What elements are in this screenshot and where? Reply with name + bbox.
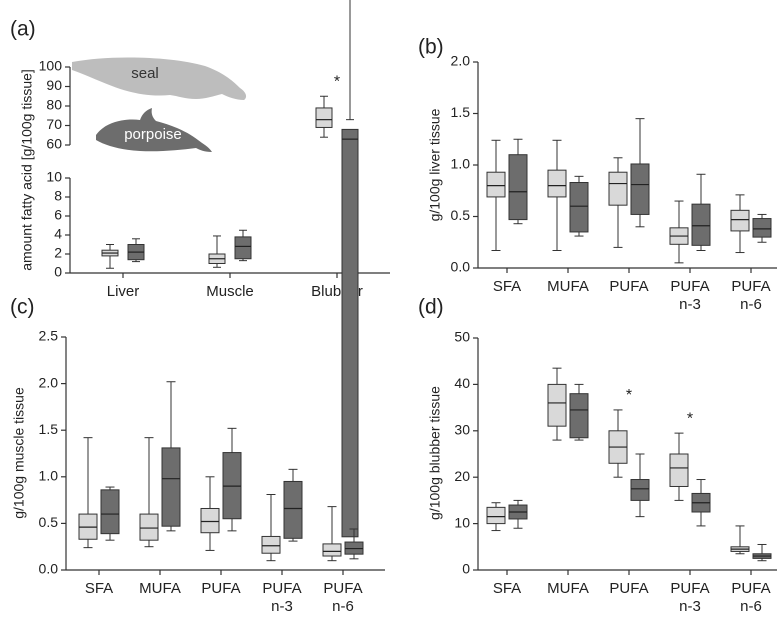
box [608, 171, 628, 206]
box [752, 218, 772, 238]
x-tick-label: SFA [493, 278, 521, 295]
panel-label: (a) [10, 18, 36, 41]
y-tick-label: 6 [54, 207, 62, 223]
y-tick-label: 8 [54, 188, 62, 204]
box [730, 209, 750, 232]
panel-label: (b) [418, 36, 444, 59]
y-tick-label: 20 [454, 468, 470, 484]
box [234, 236, 252, 260]
seal-silhouette [72, 57, 247, 100]
box [669, 453, 689, 487]
y-axis-label: g/100g liver tissue [427, 108, 443, 221]
y-tick-label: 2 [54, 245, 62, 261]
y-tick-label: 2.0 [39, 374, 59, 390]
panel: (b) g/100g liver tissue 0.0 0.5 1.0 1.5 2.0 SFA… [418, 36, 777, 313]
box [547, 383, 567, 427]
y-tick-label: 80 [46, 97, 62, 113]
y-tick-label: 10 [46, 169, 62, 185]
box [486, 171, 506, 198]
y-tick-label: 70 [46, 116, 62, 132]
box [547, 169, 567, 198]
y-tick-label: 0.5 [39, 514, 59, 530]
panel: (d) g/100g blubber tissue 0 10 20 30 40 50 SFA MU… [418, 296, 777, 615]
x-tick-label: PUFA [262, 580, 301, 597]
y-tick-label: 2.0 [451, 53, 471, 69]
x-tick-label: PUFA [670, 580, 709, 597]
box [100, 489, 120, 535]
y-tick-label: 0 [54, 264, 62, 280]
x-tick-label: PUFA [201, 580, 240, 597]
panel-label: (d) [418, 296, 444, 319]
y-tick-label: 1.0 [39, 468, 59, 484]
box [341, 128, 359, 538]
x-tick-label: MUFA [547, 580, 589, 597]
x-tick-label: Liver [107, 283, 140, 300]
panel: (a) amount fatty acid [g/100g tissue] 0 2 4 6… [10, 0, 390, 538]
x-tick-label: n-6 [740, 598, 762, 615]
x-tick-label: PUFA [670, 278, 709, 295]
x-tick-label: SFA [493, 580, 521, 597]
box [569, 393, 589, 439]
annotation: * [687, 410, 693, 427]
silhouettes: seal porpoise [72, 57, 247, 152]
y-tick-label: 30 [454, 422, 470, 438]
x-tick-label: n-3 [679, 296, 701, 313]
y-tick-label: 0.0 [451, 259, 471, 275]
box [322, 543, 342, 557]
y-tick-label: 4 [54, 226, 62, 242]
y-tick-label: 0 [462, 561, 470, 577]
box [630, 479, 650, 501]
y-tick-label: 2.5 [39, 328, 59, 344]
y-tick-label: 90 [46, 77, 62, 93]
x-tick-label: n-6 [332, 598, 354, 615]
x-tick-label: n-3 [271, 598, 293, 615]
box [200, 507, 220, 534]
x-tick-label: PUFA [609, 278, 648, 295]
y-axis-label: g/100g muscle tissue [11, 387, 27, 519]
box [508, 154, 528, 221]
y-tick-label: 1.0 [451, 156, 471, 172]
x-tick-label: PUFA [731, 580, 770, 597]
box [283, 480, 303, 539]
y-tick-label: 100 [39, 58, 63, 74]
y-tick-label: 10 [454, 514, 470, 530]
box [630, 163, 650, 215]
x-tick-label: PUFA [731, 278, 770, 295]
x-tick-label: PUFA [609, 580, 648, 597]
box [315, 107, 333, 128]
box [161, 447, 181, 527]
y-tick-label: 40 [454, 375, 470, 391]
y-axis-label: amount fatty acid [g/100g tissue] [19, 69, 35, 271]
box [261, 535, 281, 554]
legend-label: porpoise [124, 126, 182, 143]
y-tick-label: 60 [46, 136, 62, 152]
y-tick-label: 1.5 [451, 104, 471, 120]
x-tick-label: PUFA [323, 580, 362, 597]
y-tick-label: 1.5 [39, 421, 59, 437]
box [139, 513, 159, 541]
annotation: * [334, 73, 340, 90]
panel-label: (c) [10, 296, 35, 319]
y-tick-label: 50 [454, 329, 470, 345]
x-tick-label: n-3 [679, 598, 701, 615]
x-tick-label: n-6 [740, 296, 762, 313]
porpoise-silhouette [96, 108, 212, 152]
x-tick-label: SFA [85, 580, 113, 597]
y-tick-label: 0.5 [451, 207, 471, 223]
box [486, 506, 506, 525]
box [569, 182, 589, 233]
legend-label: seal [131, 65, 159, 82]
x-tick-label: Muscle [206, 283, 254, 300]
box [691, 203, 711, 246]
annotation: * [626, 387, 632, 404]
y-tick-label: 0.0 [39, 561, 59, 577]
y-axis-label: g/100g blubber tissue [427, 386, 443, 520]
x-tick-label: MUFA [547, 278, 589, 295]
panel: (c) g/100g muscle tissue 0.0 0.5 1.0 1.5 2.0 2.… [10, 296, 385, 615]
x-tick-label: MUFA [139, 580, 181, 597]
